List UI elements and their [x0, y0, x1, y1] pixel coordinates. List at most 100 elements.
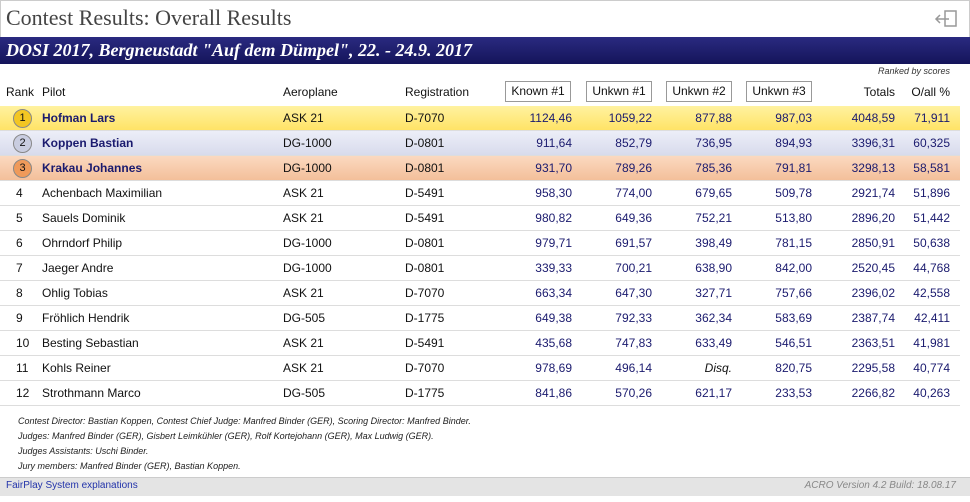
score: 633,49 — [695, 336, 732, 350]
score: 546,51 — [775, 336, 812, 350]
score: 757,66 — [775, 286, 812, 300]
exit-icon[interactable] — [934, 10, 958, 28]
table-cell: ASK 21 — [283, 111, 324, 125]
table-cell: DG-1000 — [283, 261, 332, 275]
table-cell: D-7070 — [405, 286, 445, 300]
pilot-name: Jaeger Andre — [42, 261, 114, 275]
score: 663,34 — [535, 286, 572, 300]
score: 2387,74 — [851, 311, 895, 325]
score: Disq. — [704, 361, 732, 375]
title-bar — [0, 0, 970, 37]
score: 2396,02 — [851, 286, 895, 300]
score: 820,75 — [775, 361, 812, 375]
column-header: Rank — [6, 85, 35, 99]
pilot-name: Strothmann Marco — [42, 386, 141, 400]
rank: 8 — [16, 286, 23, 300]
table-cell: ASK 21 — [283, 211, 324, 225]
score: 51,896 — [913, 186, 950, 200]
pilot-name: Achenbach Maximilian — [42, 186, 163, 200]
score: 894,93 — [775, 136, 812, 150]
table-row — [0, 331, 960, 356]
score: 509,78 — [775, 186, 812, 200]
score: 774,00 — [615, 186, 652, 200]
score: 1059,22 — [608, 111, 652, 125]
score: 362,34 — [695, 311, 732, 325]
score: 42,558 — [913, 286, 950, 300]
score: 339,33 — [535, 261, 572, 275]
column-sort-button[interactable]: Known #1 — [505, 81, 571, 102]
pilot-name: Fröhlich Hendrik — [42, 311, 130, 325]
rank: 4 — [16, 186, 23, 200]
score: 2520,45 — [851, 261, 895, 275]
score: 958,30 — [535, 186, 572, 200]
rank-medal: 1 — [13, 109, 32, 128]
column-header: Pilot — [42, 85, 66, 99]
column-sort-button[interactable]: Unkwn #3 — [746, 81, 812, 102]
score: 398,49 — [695, 236, 732, 250]
score: 58,581 — [913, 161, 950, 175]
table-row — [0, 231, 960, 256]
table-cell: D-5491 — [405, 186, 445, 200]
score: 40,774 — [913, 361, 950, 375]
score: 513,80 — [775, 211, 812, 225]
footer-line: Contest Director: Bastian Koppen, Contes… — [18, 416, 471, 426]
score: 752,21 — [695, 211, 732, 225]
score: 51,442 — [913, 211, 950, 225]
score: 2850,91 — [851, 236, 895, 250]
column-sort-button[interactable]: Unkwn #1 — [586, 81, 652, 102]
table-row — [0, 131, 960, 156]
pilot-name: Hofman Lars — [42, 111, 116, 125]
fairplay-link[interactable]: FairPlay System explanations — [6, 480, 138, 491]
score: 852,79 — [615, 136, 652, 150]
table-cell: D-0801 — [405, 261, 445, 275]
rank: 9 — [16, 311, 23, 325]
score: 50,638 — [913, 236, 950, 250]
score: 979,71 — [535, 236, 572, 250]
table-row — [0, 256, 960, 281]
table-cell: D-5491 — [405, 336, 445, 350]
rank-medal: 3 — [13, 159, 32, 178]
score: 233,53 — [775, 386, 812, 400]
score: 621,17 — [695, 386, 732, 400]
score: 679,65 — [695, 186, 732, 200]
table-cell: DG-1000 — [283, 236, 332, 250]
score: 931,70 — [535, 161, 572, 175]
score: 2363,51 — [851, 336, 895, 350]
rank: 12 — [16, 386, 30, 400]
column-header: Registration — [405, 85, 470, 99]
table-cell: ASK 21 — [283, 336, 324, 350]
score: 877,88 — [695, 111, 732, 125]
pilot-name: Krakau Johannes — [42, 161, 143, 175]
score: 2921,74 — [851, 186, 895, 200]
rank: 5 — [16, 211, 23, 225]
score: 911,64 — [536, 136, 572, 150]
table-row — [0, 381, 960, 406]
rank: 6 — [16, 236, 23, 250]
score: 792,33 — [615, 311, 652, 325]
column-sort-button[interactable]: Unkwn #2 — [666, 81, 732, 102]
bottom-bar — [0, 477, 970, 496]
table-cell: D-1775 — [405, 386, 445, 400]
rank: 10 — [16, 336, 30, 350]
footer-line: Judges Assistants: Uschi Binder. — [18, 446, 149, 456]
score: 570,26 — [615, 386, 652, 400]
pilot-name: Koppen Bastian — [42, 136, 134, 150]
score: 691,57 — [615, 236, 652, 250]
table-cell: ASK 21 — [283, 186, 324, 200]
pilot-name: Kohls Reiner — [42, 361, 111, 375]
score: 42,411 — [914, 311, 950, 325]
pilot-name: Ohrndorf Philip — [42, 236, 123, 250]
table-row — [0, 181, 960, 206]
score: 980,82 — [535, 211, 572, 225]
column-header: Totals — [863, 85, 895, 99]
rank: 11 — [16, 361, 29, 375]
score: 987,03 — [775, 111, 812, 125]
rank-medal: 2 — [13, 134, 32, 153]
score: 649,38 — [535, 311, 572, 325]
table-cell: D-0801 — [405, 161, 445, 175]
version-label: ACRO Version 4.2 Build: 18.08.17 — [804, 480, 956, 491]
table-cell: D-7070 — [405, 361, 445, 375]
score: 60,325 — [913, 136, 950, 150]
score: 4048,59 — [851, 111, 895, 125]
column-header: Aeroplane — [283, 85, 338, 99]
